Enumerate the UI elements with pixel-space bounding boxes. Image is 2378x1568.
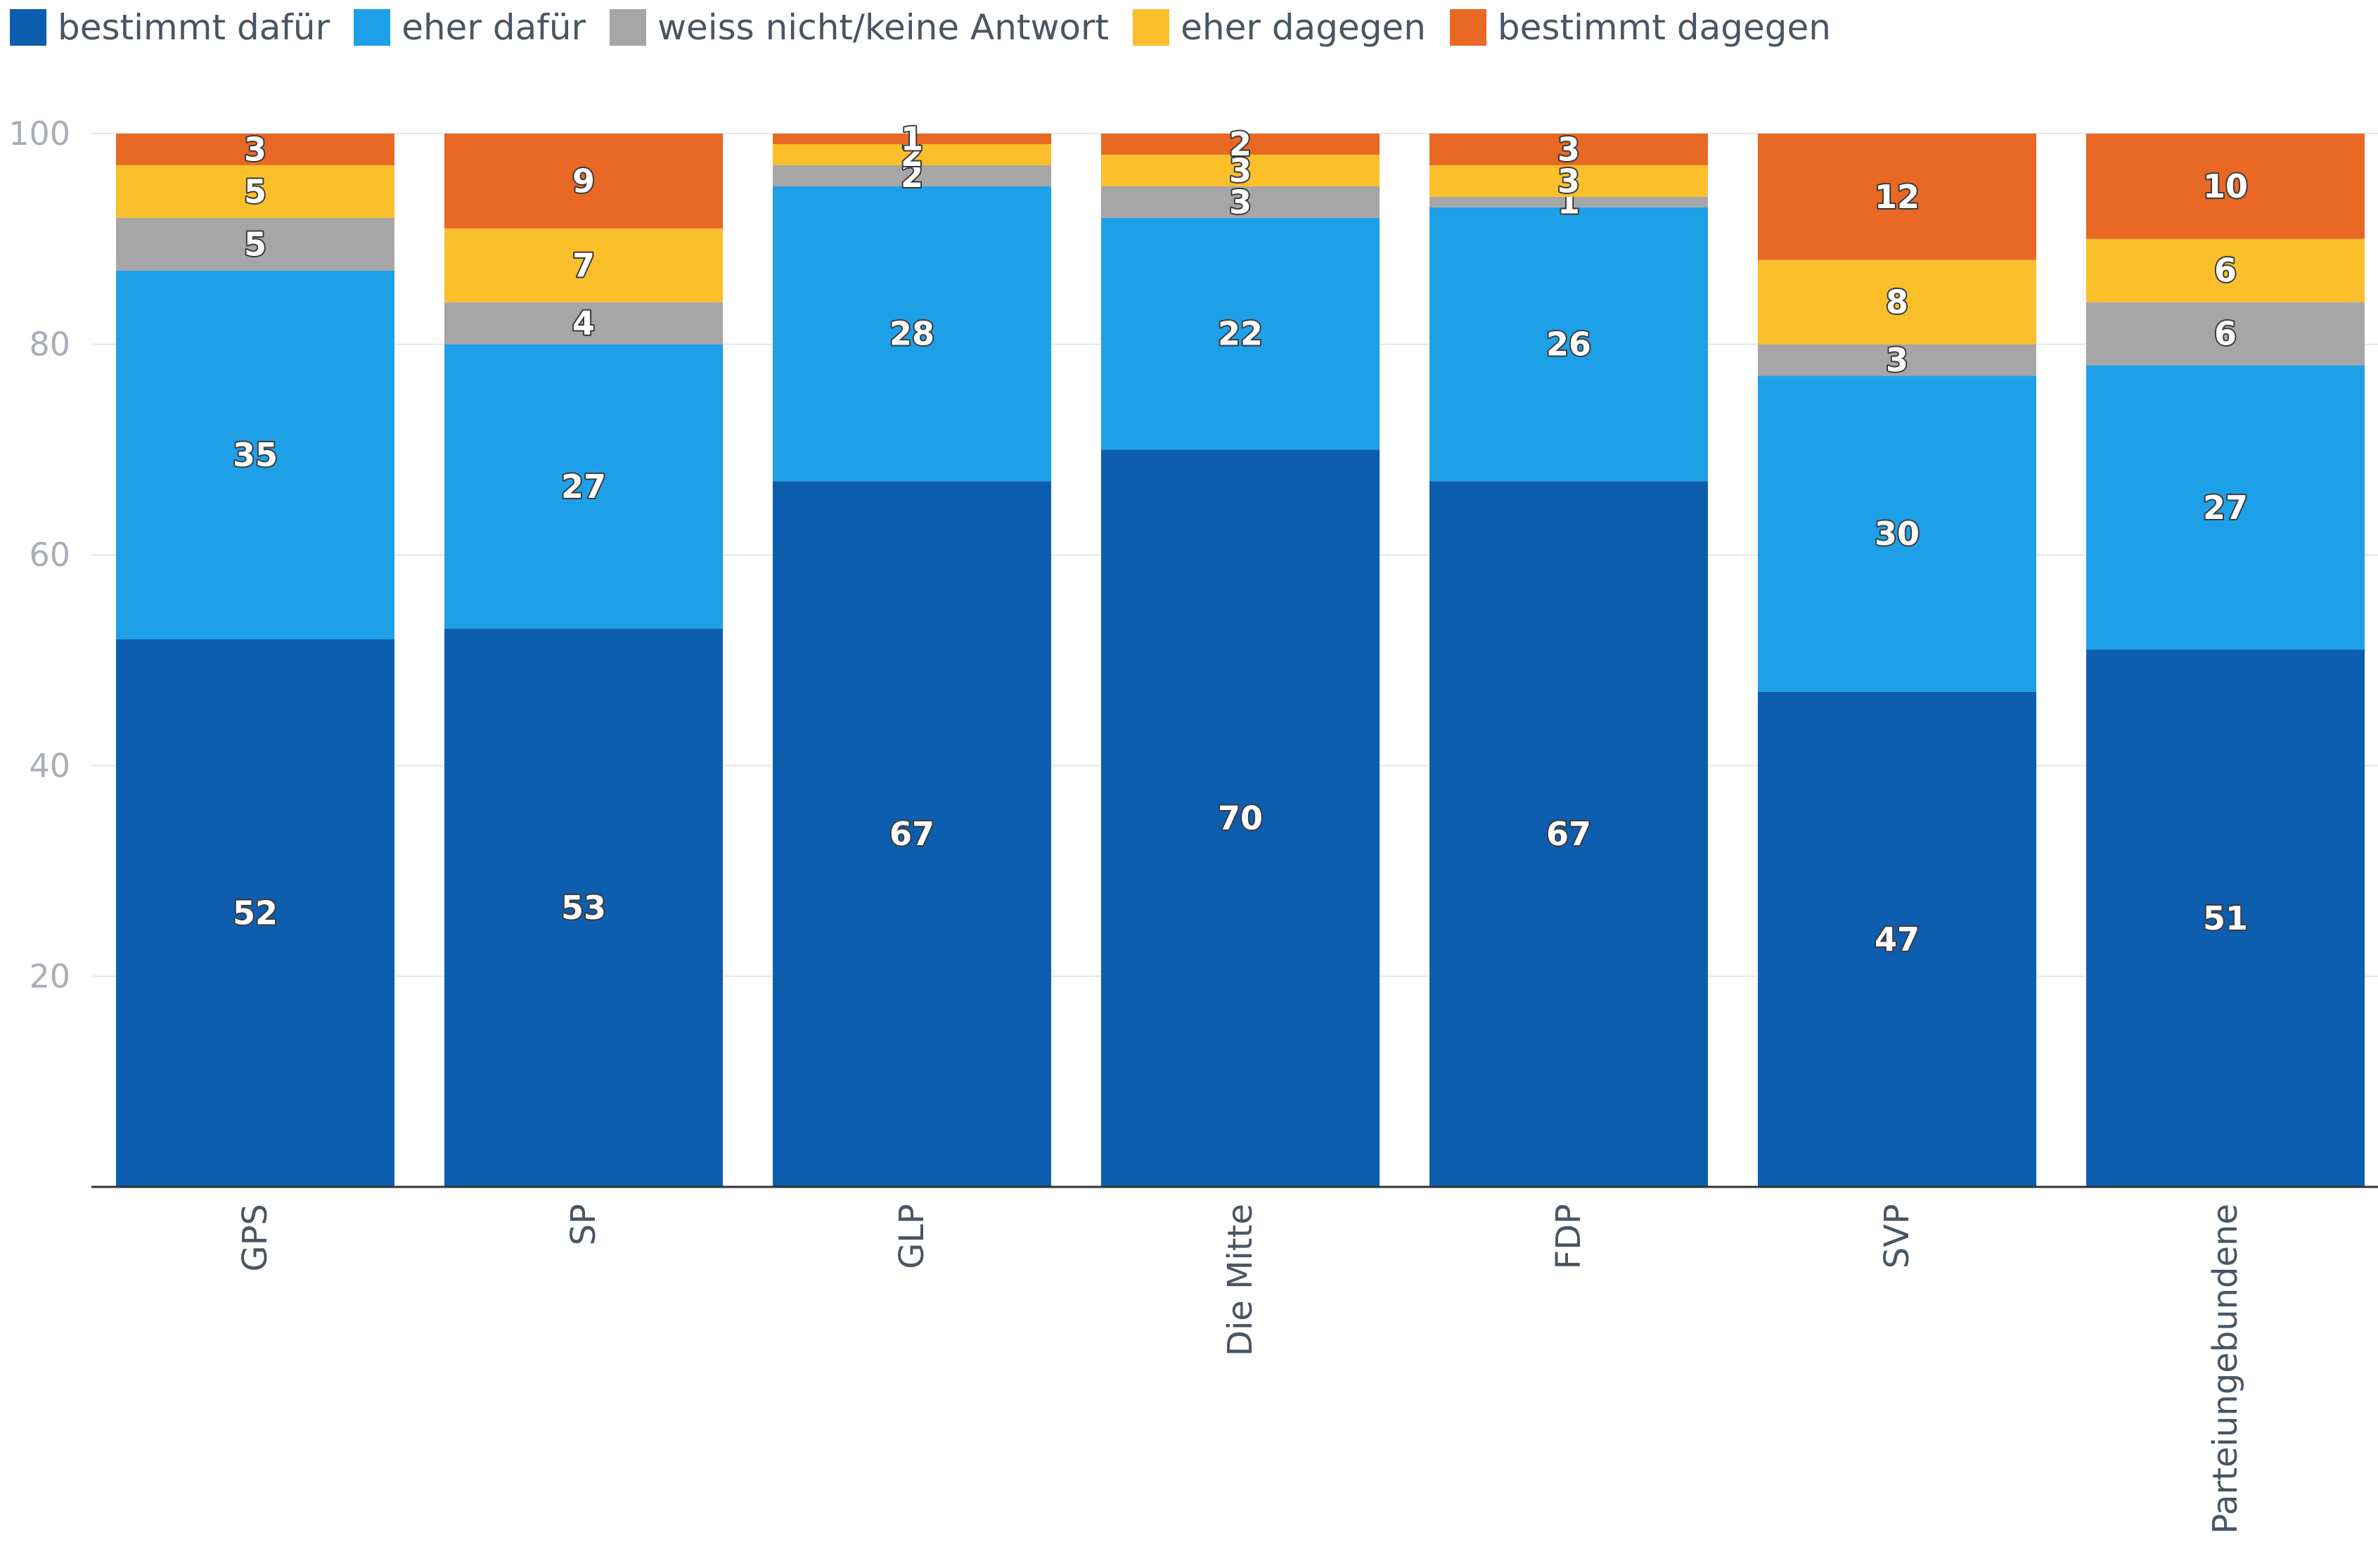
legend-swatch [610,9,647,46]
bar-segment-weiss-nicht-keine-antwort-sp [444,302,723,345]
x-tick-label-gps: GPS [236,1204,275,1272]
data-label: 6 [2214,315,2237,353]
legend-swatch [1133,9,1170,46]
legend-label: bestimmt dagegen [1497,7,1831,48]
bar-segment-eher-daf-r-glp [773,186,1051,482]
data-label: 70 [1218,799,1263,837]
data-label: 3 [1557,130,1580,168]
bar-segment-bestimmt-daf-r-svp [1758,691,2036,1187]
data-label: 28 [889,315,934,353]
bar-segment-eher-dagegen-svp [1758,259,2036,345]
data-label: 51 [2203,899,2248,937]
bar-segment-eher-daf-r-gps [116,270,394,640]
bar-segment-eher-daf-r-parteiungebundene [2086,365,2365,650]
data-label: 3 [244,130,266,168]
x-tick-label-svp: SVP [1877,1204,1917,1268]
y-tick-label: 80 [29,326,70,364]
legend-label: eher dagegen [1181,7,1426,48]
legend-item-bestimmt-dagegen: bestimmt dagegen [1449,7,1831,48]
legend-label: weiss nicht/keine Antwort [657,7,1110,48]
legend-item-eher-dagegen: eher dagegen [1133,7,1426,48]
data-label: 53 [561,889,606,927]
data-label: 22 [1218,315,1263,353]
bar-segment-weiss-nicht-keine-antwort-die-mitte [1101,186,1380,218]
data-label: 4 [572,304,595,342]
data-label: 6 [2214,252,2237,290]
data-label: 27 [2203,489,2248,527]
bar-segment-bestimmt-dagegen-gps [116,134,394,165]
data-label: 5 [244,225,266,263]
data-label: 3 [1229,151,1252,189]
data-label: 12 [1875,178,1920,216]
bar-segment-bestimmt-daf-r-glp [773,481,1051,1187]
bar-segment-bestimmt-daf-r-gps [116,639,394,1187]
bar-segment-bestimmt-daf-r-parteiungebundene [2086,650,2365,1187]
legend-swatch [354,9,391,46]
bar-segment-eher-dagegen-glp [773,143,1051,165]
data-label: 3 [1229,183,1252,221]
data-label: 26 [1546,326,1591,364]
bar-segment-bestimmt-daf-r-sp [444,629,723,1187]
data-label: 47 [1875,920,1920,958]
data-label: 1 [901,120,923,158]
data-label: 5 [244,172,266,210]
bar-segment-bestimmt-dagegen-fdp [1429,134,1708,165]
bar-segment-weiss-nicht-keine-antwort-glp [773,165,1051,186]
bar-segment-weiss-nicht-keine-antwort-gps [116,217,394,271]
data-label: 3 [1886,341,1908,379]
bar-segment-bestimmt-dagegen-sp [444,134,723,229]
legend-item-weiss-nicht-keine-antwort: weiss nicht/keine Antwort [610,7,1109,48]
bar-segment-eher-dagegen-fdp [1429,165,1708,197]
legend-item-bestimmt-daf-r: bestimmt dafür [10,7,330,48]
chart-legend: bestimmt dafür eher dafür weiss nicht/kein… [10,3,1855,52]
bar-segment-eher-dagegen-die-mitte [1101,154,1380,186]
bar-segment-bestimmt-dagegen-parteiungebundene [2086,134,2365,239]
data-label: 7 [572,246,595,284]
x-tick-label-sp: SP [564,1204,603,1245]
bar-segment-bestimmt-dagegen-die-mitte [1101,134,1380,155]
data-label: 9 [572,162,595,200]
bar-segment-bestimmt-dagegen-svp [1758,134,2036,260]
bar-segment-eher-daf-r-svp [1758,375,2036,692]
y-tick-label: 40 [29,747,70,785]
data-label: 2 [1229,125,1252,163]
data-label: 3 [1557,162,1580,200]
data-label: 52 [233,894,278,932]
x-tick-label-glp: GLP [892,1204,932,1269]
bar-segment-eher-dagegen-gps [116,165,394,218]
data-label: 35 [233,436,278,474]
legend-swatch [1449,9,1486,46]
data-label: 8 [1886,283,1908,321]
data-label: 67 [1546,815,1591,853]
x-tick-label-die-mitte: Die Mitte [1221,1204,1260,1356]
bar-segment-eher-daf-r-sp [444,344,723,629]
legend-label: bestimmt dafür [58,7,330,48]
legend-label: eher dafür [401,7,586,48]
data-label: 10 [2203,167,2248,205]
bar-segment-eher-dagegen-sp [444,228,723,302]
y-tick-label: 60 [29,536,70,574]
y-tick-label: 20 [29,957,70,995]
bar-segment-weiss-nicht-keine-antwort-fdp [1429,196,1708,207]
data-label: 30 [1875,515,1920,553]
bar-segment-bestimmt-daf-r-die-mitte [1101,449,1380,1187]
bar-segment-eher-dagegen-parteiungebundene [2086,238,2365,302]
x-tick-label-parteiungebundene: Parteiungebundene [2206,1204,2245,1534]
x-tick-label-fdp: FDP [1549,1204,1588,1270]
bar-segment-bestimmt-dagegen-glp [773,134,1051,144]
legend-item-eher-daf-r: eher dafür [354,7,586,48]
y-tick-label: 100 [8,115,70,153]
bar-segment-eher-daf-r-die-mitte [1101,217,1380,450]
bar-segment-bestimmt-daf-r-fdp [1429,481,1708,1187]
legend-swatch [10,9,46,46]
data-label: 67 [889,815,934,853]
data-label: 27 [561,468,606,506]
bar-segment-weiss-nicht-keine-antwort-parteiungebundene [2086,302,2365,366]
bar-segment-eher-daf-r-fdp [1429,207,1708,482]
bar-segment-weiss-nicht-keine-antwort-svp [1758,344,2036,376]
